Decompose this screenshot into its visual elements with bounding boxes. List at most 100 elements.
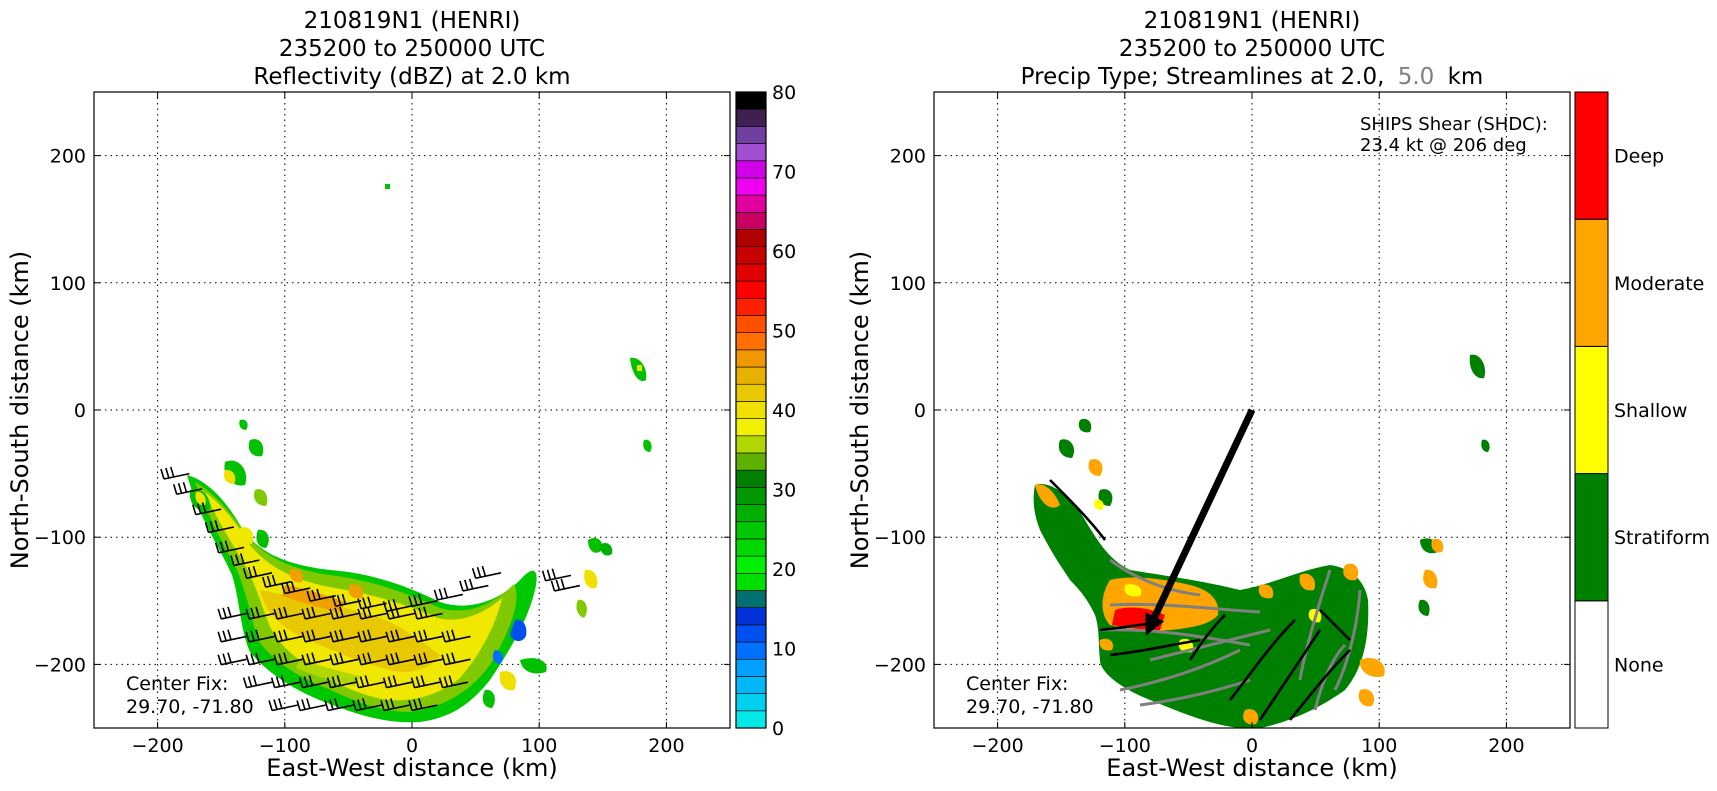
right-x-axis-label: East-West distance (km) xyxy=(1106,754,1397,782)
colorbar-tick-label: 80 xyxy=(772,82,796,104)
y-tick-label: −100 xyxy=(874,527,926,549)
colorbar-segment xyxy=(735,246,767,265)
right-center-fix-value: 29.70, -71.80 xyxy=(966,696,1094,718)
reflectivity-echoes xyxy=(187,184,652,723)
reflectivity-colorbar: 0 10 20 30 40 50 60 70 80 xyxy=(735,82,796,740)
category-swatch xyxy=(1574,218,1609,347)
wind-barb xyxy=(331,593,362,607)
colorbar-segment xyxy=(735,315,767,333)
wind-barb xyxy=(413,606,443,620)
x-tick-label: 0 xyxy=(1246,735,1258,757)
category-swatch xyxy=(1574,91,1609,220)
colorbar-segment xyxy=(735,229,767,248)
wind-barb xyxy=(160,466,190,480)
wind-barb xyxy=(352,698,382,712)
wind-barb xyxy=(270,675,301,689)
colorbar-segment xyxy=(735,710,767,729)
wind-barb xyxy=(245,606,275,620)
colorbar-tick-label: 30 xyxy=(772,480,796,502)
wind-barb xyxy=(380,698,410,712)
left-gridlines xyxy=(94,92,730,728)
wind-barb xyxy=(382,598,413,613)
wind-barb xyxy=(413,652,443,666)
wind-barb xyxy=(301,652,331,666)
wind-barb xyxy=(324,698,354,712)
wind-barb xyxy=(385,652,415,666)
wind-barb xyxy=(217,652,247,666)
wind-barb xyxy=(242,565,273,580)
colorbar-segment xyxy=(735,91,767,110)
wind-barb xyxy=(298,675,329,689)
colorbar-frame xyxy=(735,91,767,729)
x-tick-label: 0 xyxy=(406,735,418,757)
left-title-line-2: 235200 to 250000 UTC xyxy=(279,36,545,62)
x-tick-label: −200 xyxy=(132,735,184,757)
x-tick-label: 100 xyxy=(521,735,557,757)
y-tick-label: 0 xyxy=(74,400,86,422)
right-axis-ticks: −200 −100 0 100 200 −200 −100 0 100 200 xyxy=(874,92,1570,757)
colorbar-tick-label: 10 xyxy=(772,639,796,661)
wind-barb xyxy=(242,675,273,689)
wind-barb xyxy=(433,587,464,601)
wind-barb xyxy=(441,629,471,643)
wind-barb xyxy=(441,652,471,666)
colorbar-segment xyxy=(735,143,767,162)
left-axis-ticks: −200 −100 0 100 200 −200 −100 0 100 200 xyxy=(34,92,730,757)
y-tick-label: 0 xyxy=(914,400,926,422)
wind-barb xyxy=(273,652,303,666)
wind-barb xyxy=(301,606,331,620)
wind-barb xyxy=(245,629,275,643)
y-tick-label: 200 xyxy=(890,146,926,168)
precip-type-field xyxy=(1033,354,1490,728)
right-y-axis-label: North-South distance (km) xyxy=(846,251,874,570)
wind-barb xyxy=(172,481,203,496)
x-tick-label: 200 xyxy=(1488,735,1524,757)
wind-barb xyxy=(217,606,247,620)
colorbar-segment xyxy=(735,126,767,144)
wind-barb xyxy=(408,698,438,712)
y-tick-label: −200 xyxy=(874,654,926,676)
wind-barb xyxy=(329,629,359,643)
colorbar-segment xyxy=(735,332,767,351)
wind-barb xyxy=(306,588,336,602)
colorbar-segment xyxy=(735,212,767,230)
right-title-level-gray: 5.0 xyxy=(1398,64,1435,90)
wind-barb xyxy=(459,578,489,592)
colorbar-segment xyxy=(735,504,767,523)
colorbar-tick-label: 0 xyxy=(772,718,784,740)
left-y-axis-label: North-South distance (km) xyxy=(6,251,34,570)
precip-type-panel: 210819N1 (HENRI) 235200 to 250000 UTC Pr… xyxy=(846,8,1710,782)
wind-barb xyxy=(413,629,443,643)
colorbar-tick-label: 70 xyxy=(772,162,796,184)
colorbar-segment xyxy=(735,572,767,591)
colorbar-segment xyxy=(735,194,767,213)
category-swatch xyxy=(1574,600,1609,729)
colorbar-segment xyxy=(735,366,767,385)
wind-barb xyxy=(296,698,326,712)
colorbar-segment xyxy=(735,349,767,368)
category-swatch xyxy=(1574,473,1609,602)
wind-barb xyxy=(245,652,275,666)
colorbar-segment xyxy=(735,401,767,419)
colorbar-segment xyxy=(735,521,767,540)
wind-barb xyxy=(217,629,247,643)
wind-barb xyxy=(354,675,385,689)
left-title-line-3: Reflectivity (dBZ) at 2.0 km xyxy=(253,64,570,90)
wind-barb xyxy=(281,581,311,595)
colorbar-segment xyxy=(735,555,767,574)
colorbar-segment xyxy=(735,641,767,660)
wind-barb xyxy=(541,568,572,582)
wind-barb xyxy=(357,629,387,643)
x-tick-label: −200 xyxy=(972,735,1024,757)
right-title-main: Precip Type; Streamlines at 2.0, xyxy=(1021,64,1385,90)
right-gridlines xyxy=(934,92,1570,728)
y-tick-label: −200 xyxy=(34,654,86,676)
right-title-units: km xyxy=(1448,64,1484,90)
y-tick-label: −100 xyxy=(34,527,86,549)
right-title-line-1: 210819N1 (HENRI) xyxy=(1144,8,1361,34)
wind-barb xyxy=(273,606,303,620)
left-center-fix-label: Center Fix: xyxy=(126,673,228,695)
wind-barbs xyxy=(160,466,581,712)
left-center-fix-value: 29.70, -71.80 xyxy=(126,696,254,718)
